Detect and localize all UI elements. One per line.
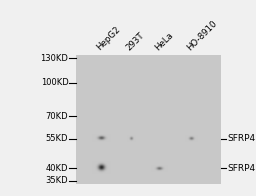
Text: 130KD: 130KD <box>40 54 68 63</box>
Text: SFRP4: SFRP4 <box>227 134 255 143</box>
Text: 40KD: 40KD <box>46 164 68 173</box>
Text: HeLa: HeLa <box>153 30 175 52</box>
Text: 293T: 293T <box>125 30 146 52</box>
Text: 100KD: 100KD <box>41 78 68 87</box>
Text: SFRP4: SFRP4 <box>227 164 255 173</box>
Text: 35KD: 35KD <box>46 176 68 185</box>
Text: HepG2: HepG2 <box>95 25 122 52</box>
Text: HO-8910: HO-8910 <box>185 18 219 52</box>
Text: 55KD: 55KD <box>46 134 68 143</box>
Text: 70KD: 70KD <box>46 112 68 121</box>
